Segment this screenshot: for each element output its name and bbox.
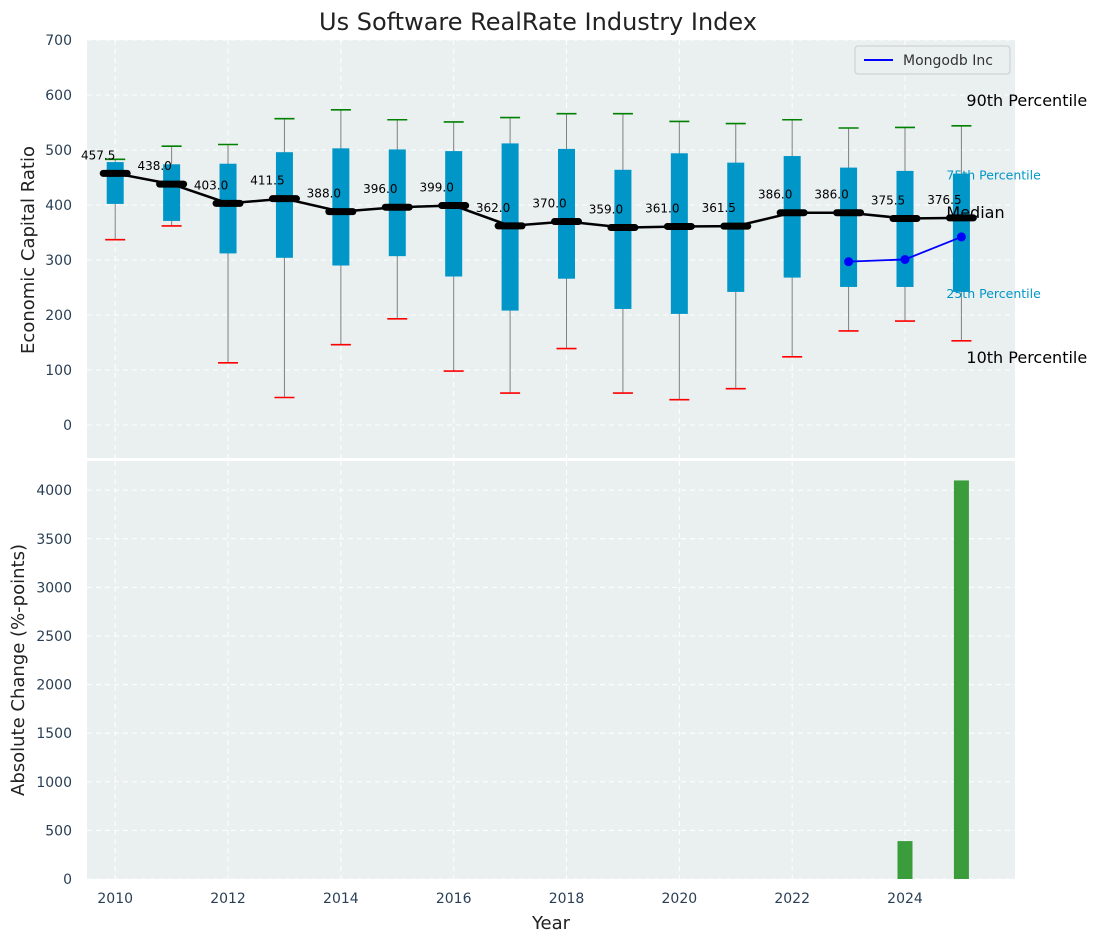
iqr-box [558, 148, 576, 279]
median-data-label: 386.0 [758, 188, 792, 202]
bottom-plot-area [87, 461, 1015, 879]
iqr-box [840, 167, 858, 287]
bottom-y-tick-label: 500 [45, 823, 72, 839]
bottom-y-tick-label: 2500 [36, 629, 72, 645]
bottom-y-tick-label: 1500 [36, 726, 72, 742]
x-tick-label: 2012 [210, 891, 246, 907]
x-tick-label: 2018 [549, 891, 585, 907]
top-y-tick-label: 0 [63, 418, 72, 434]
bottom-y-tick-label: 4000 [36, 483, 72, 499]
legend-label: Mongodb Inc [903, 53, 993, 69]
legend-box [854, 45, 1011, 75]
iqr-box [670, 153, 688, 314]
x-tick-label: 2014 [323, 891, 359, 907]
x-tick-label: 2020 [662, 891, 698, 907]
top-y-tick-label: 500 [45, 143, 72, 159]
company-point [956, 232, 966, 242]
median-data-label: 403.0 [194, 178, 228, 192]
annotation-median: Median [946, 203, 1004, 222]
median-data-label: 399.0 [420, 181, 454, 195]
median-data-label: 361.0 [645, 201, 679, 215]
median-data-label: 376.5 [927, 193, 961, 207]
median-data-label: 370.0 [532, 197, 566, 211]
bottom-y-axis-label: Absolute Change (%-points) [8, 544, 29, 796]
median-data-label: 457.5 [81, 148, 115, 162]
top-y-ticks: 0 100 200 300 400 500 600 700 [45, 33, 72, 434]
median-data-label: 362.0 [476, 201, 510, 215]
annotation-p75: 75th Percentile [946, 168, 1041, 183]
top-y-tick-label: 100 [45, 363, 72, 379]
bottom-y-tick-label: 3500 [36, 532, 72, 548]
median-series: 457.5 438.0 403.0 411.5 388.0 396.0 399.0 362.0… [81, 148, 977, 232]
median-data-label: 388.0 [307, 187, 341, 201]
iqr-box [388, 149, 406, 257]
iqr-box [106, 162, 124, 204]
chart-title: Us Software RealRate Industry Index [319, 8, 757, 36]
median-line [114, 172, 962, 229]
top-y-tick-label: 700 [45, 33, 72, 49]
median-data-label: 359.0 [589, 203, 623, 217]
median-data-label: 411.5 [250, 174, 284, 188]
company-series [844, 232, 966, 267]
x-tick-label: 2024 [887, 891, 923, 907]
iqr-box [332, 148, 350, 266]
top-plot-area [87, 40, 1015, 458]
iqr-box [783, 156, 801, 278]
iqr-box [219, 163, 237, 254]
iqr-box [896, 170, 914, 287]
x-tick-label: 2022 [774, 891, 810, 907]
median-data-label: 375.5 [871, 193, 905, 207]
iqr-box [163, 164, 181, 221]
median-data-label: 386.0 [814, 188, 848, 202]
x-axis-label: Year [531, 913, 571, 934]
x-ticks: 2010 2012 2014 2016 2018 2020 2022 2024 [97, 891, 923, 907]
annotation-p10: 10th Percentile [966, 348, 1087, 367]
bottom-y-tick-label: 3000 [36, 580, 72, 596]
annotation-p25: 25th Percentile [946, 286, 1041, 301]
median-data-label: 438.0 [137, 159, 171, 173]
top-y-tick-label: 400 [45, 198, 72, 214]
company-point [844, 257, 854, 267]
x-tick-label: 2010 [97, 891, 133, 907]
legend: Mongodb Inc [854, 45, 1011, 75]
bottom-y-tick-label: 1000 [36, 775, 72, 791]
top-y-axis-label: Economic Capital Ratio [18, 146, 39, 354]
iqr-box [445, 151, 463, 277]
iqr-box [275, 152, 293, 258]
annotation-p90: 90th Percentile [966, 91, 1087, 110]
top-y-tick-label: 200 [45, 308, 72, 324]
top-y-tick-label: 600 [45, 88, 72, 104]
median-data-label: 396.0 [363, 182, 397, 196]
bottom-y-ticks: 0 500 1000 1500 2000 2500 3000 3500 4000 [36, 483, 72, 888]
change-bar [897, 841, 913, 879]
change-bar [953, 480, 969, 879]
iqr-box [614, 169, 632, 309]
x-tick-label: 2016 [436, 891, 472, 907]
bottom-y-tick-label: 2000 [36, 678, 72, 694]
top-y-tick-label: 300 [45, 253, 72, 269]
company-point [900, 254, 910, 264]
bar-series [897, 480, 969, 879]
median-data-label: 361.5 [702, 201, 736, 215]
bottom-gridlines [87, 461, 1015, 880]
bottom-y-tick-label: 0 [63, 872, 72, 888]
percentile-annotations: 90th Percentile 75th Percentile Median 25th… [946, 91, 1087, 367]
